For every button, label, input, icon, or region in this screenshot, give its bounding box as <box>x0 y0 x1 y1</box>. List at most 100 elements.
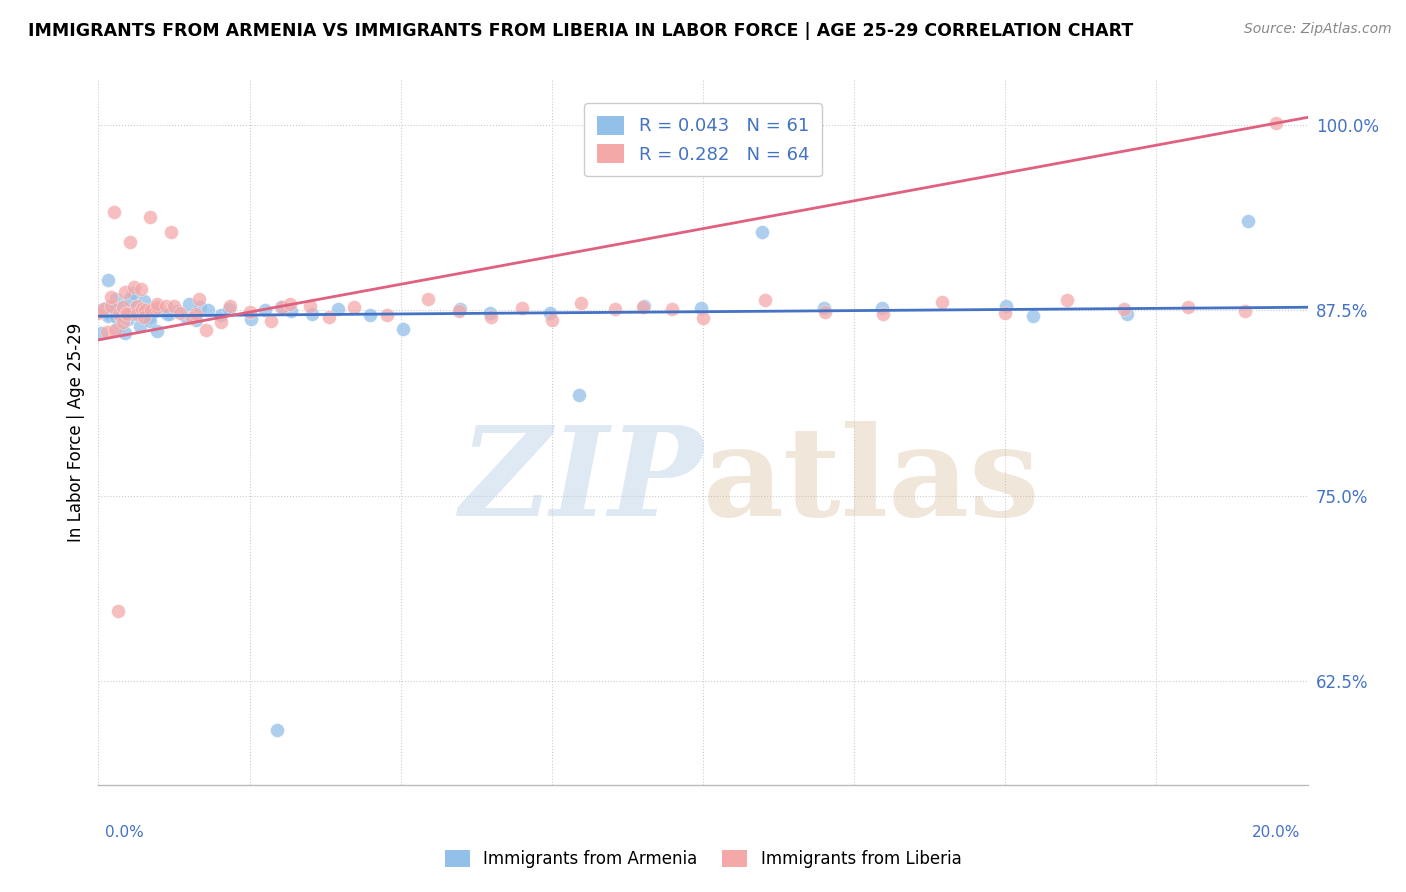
Point <box>270 301 292 315</box>
Point <box>96 325 118 339</box>
Point <box>107 604 129 618</box>
Point <box>266 723 288 737</box>
Point <box>87 306 110 320</box>
Point <box>1114 302 1136 317</box>
Point <box>1022 309 1045 323</box>
Point <box>157 307 180 321</box>
Point <box>754 293 776 307</box>
Point <box>633 299 655 313</box>
Point <box>87 304 110 318</box>
Point <box>104 323 127 337</box>
Point <box>124 301 146 315</box>
Point <box>132 293 155 308</box>
Point <box>343 300 366 314</box>
Text: atlas: atlas <box>703 421 1040 542</box>
Point <box>139 302 162 317</box>
Point <box>479 310 502 325</box>
Point <box>298 299 321 313</box>
Point <box>188 292 211 306</box>
Point <box>179 296 201 310</box>
Point <box>104 292 127 306</box>
Point <box>145 300 167 314</box>
Point <box>104 303 127 318</box>
Point <box>160 225 183 239</box>
Point <box>122 307 145 321</box>
Point <box>114 285 136 299</box>
Point <box>870 301 893 315</box>
Y-axis label: In Labor Force | Age 25-29: In Labor Force | Age 25-29 <box>66 323 84 542</box>
Point <box>197 302 219 317</box>
Point <box>751 226 773 240</box>
Text: Source: ZipAtlas.com: Source: ZipAtlas.com <box>1244 22 1392 37</box>
Point <box>131 301 153 316</box>
Point <box>1264 116 1286 130</box>
Point <box>209 315 232 329</box>
Legend: R = 0.043   N = 61, R = 0.282   N = 64: R = 0.043 N = 61, R = 0.282 N = 64 <box>585 103 821 177</box>
Point <box>131 302 153 317</box>
Point <box>1237 214 1260 228</box>
Point <box>98 307 121 321</box>
Point <box>134 303 156 318</box>
Point <box>814 305 837 319</box>
Point <box>184 308 207 322</box>
Point <box>138 310 160 324</box>
Point <box>541 312 564 326</box>
Point <box>392 321 415 335</box>
Point <box>181 310 204 325</box>
Point <box>97 273 120 287</box>
Point <box>104 310 127 324</box>
Point <box>169 306 191 320</box>
Point <box>118 292 141 306</box>
Point <box>103 204 125 219</box>
Point <box>218 302 240 317</box>
Point <box>510 301 533 315</box>
Point <box>301 307 323 321</box>
Point <box>813 301 835 315</box>
Point <box>270 300 292 314</box>
Point <box>91 301 114 316</box>
Point <box>125 307 148 321</box>
Point <box>100 300 122 314</box>
Point <box>105 322 128 336</box>
Point <box>125 299 148 313</box>
Point <box>115 307 138 321</box>
Point <box>259 314 281 328</box>
Point <box>94 301 117 316</box>
Point <box>111 306 134 320</box>
Point <box>186 313 208 327</box>
Point <box>218 299 240 313</box>
Point <box>163 299 186 313</box>
Point <box>253 303 276 318</box>
Point <box>1177 300 1199 314</box>
Point <box>993 306 1015 320</box>
Point <box>121 286 143 301</box>
Point <box>146 325 169 339</box>
Point <box>1233 304 1256 318</box>
Point <box>326 302 349 317</box>
Point <box>146 297 169 311</box>
Point <box>112 300 135 314</box>
Point <box>120 235 142 250</box>
Point <box>143 304 166 318</box>
Point <box>240 312 263 326</box>
Point <box>90 326 112 341</box>
Point <box>416 292 439 306</box>
Point <box>114 306 136 320</box>
Point <box>447 303 470 318</box>
Point <box>110 308 132 322</box>
Point <box>479 306 502 320</box>
Point <box>605 302 627 317</box>
Point <box>661 302 683 317</box>
Point <box>155 299 177 313</box>
Point <box>538 306 561 320</box>
Point <box>631 300 654 314</box>
Point <box>134 310 156 324</box>
Text: 20.0%: 20.0% <box>1253 825 1301 840</box>
Point <box>156 307 179 321</box>
Point <box>166 303 188 318</box>
Point <box>117 312 139 326</box>
Text: IMMIGRANTS FROM ARMENIA VS IMMIGRANTS FROM LIBERIA IN LABOR FORCE | AGE 25-29 CO: IMMIGRANTS FROM ARMENIA VS IMMIGRANTS FR… <box>28 22 1133 40</box>
Point <box>129 282 152 296</box>
Point <box>994 300 1017 314</box>
Point <box>145 301 167 316</box>
